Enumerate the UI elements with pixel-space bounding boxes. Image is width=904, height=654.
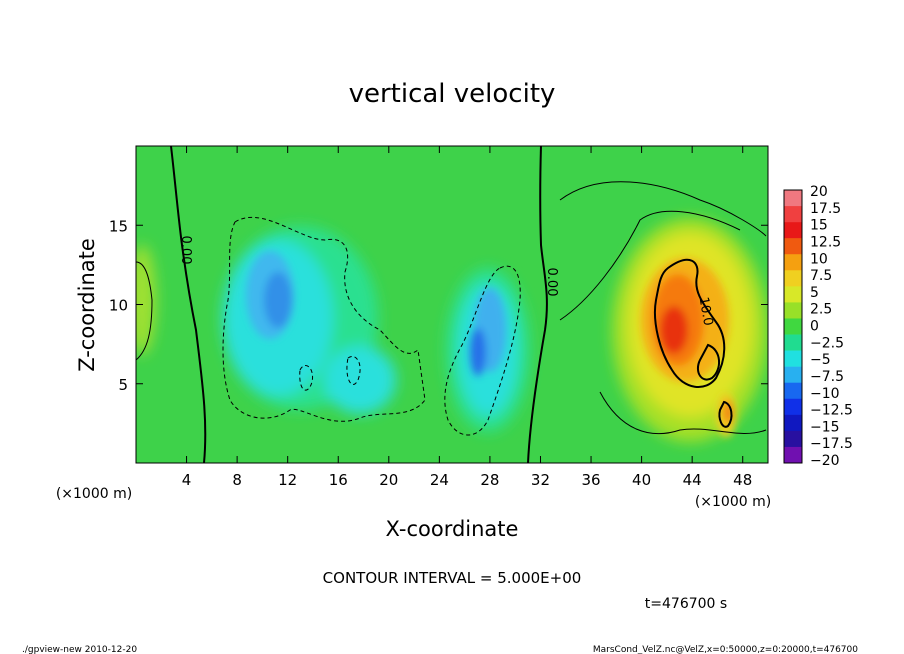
x-tick-label: 12 bbox=[278, 471, 297, 489]
time-label: t=476700 s bbox=[645, 596, 727, 612]
colorbar-swatch bbox=[784, 366, 802, 384]
colorbar: 2017.51512.5107.552.50−2.5−5−7.5−10−12.5… bbox=[783, 184, 853, 469]
x-tick-label: 20 bbox=[379, 471, 398, 489]
colorbar-swatch bbox=[784, 430, 802, 448]
x-tick-label: 4 bbox=[182, 471, 192, 489]
chart-title: vertical velocity bbox=[349, 79, 556, 109]
contour-label-ten: 10.0 bbox=[696, 296, 716, 327]
colorbar-label: 17.5 bbox=[810, 201, 841, 217]
colorbar-swatch bbox=[784, 254, 802, 271]
colorbar-swatch bbox=[784, 446, 802, 464]
heatmap-field bbox=[136, 146, 768, 463]
x-axis-unit: (×1000 m) bbox=[695, 494, 771, 510]
colorbar-label: 10 bbox=[810, 251, 828, 267]
colorbar-label: 12.5 bbox=[810, 234, 841, 250]
y-tick-label: 10 bbox=[109, 297, 128, 315]
footer-left: ./gpview-new 2010-12-20 bbox=[22, 645, 137, 654]
colorbar-swatch bbox=[784, 318, 802, 335]
y-axis-ticks: 5 10 15 bbox=[109, 217, 768, 394]
y-tick-label: 5 bbox=[118, 376, 128, 394]
x-tick-label: 40 bbox=[632, 471, 651, 489]
contour-label-zero-right: 0.00 bbox=[544, 268, 559, 297]
colorbar-label: −15 bbox=[810, 419, 840, 435]
y-axis-unit: (×1000 m) bbox=[56, 486, 132, 502]
colorbar-swatch bbox=[784, 382, 802, 400]
contour-interval: CONTOUR INTERVAL = 5.000E+00 bbox=[323, 569, 582, 587]
y-axis-label: Z-coordinate bbox=[75, 238, 99, 372]
colorbar-swatch bbox=[784, 190, 802, 207]
colorbar-label: 0 bbox=[810, 319, 819, 335]
colorbar-label: −5 bbox=[810, 352, 831, 368]
colorbar-label: 7.5 bbox=[810, 268, 832, 284]
colorbar-swatch bbox=[784, 238, 802, 255]
colorbar-label: −10 bbox=[810, 386, 840, 402]
colorbar-swatch bbox=[784, 398, 802, 416]
x-tick-label: 32 bbox=[531, 471, 550, 489]
colorbar-label: −17.5 bbox=[810, 436, 853, 452]
x-tick-label: 44 bbox=[683, 471, 702, 489]
colorbar-label: −7.5 bbox=[810, 369, 844, 385]
colorbar-label: 15 bbox=[810, 218, 828, 234]
colorbar-label: −20 bbox=[810, 453, 840, 469]
colorbar-swatch bbox=[784, 286, 802, 303]
colorbar-swatch bbox=[784, 206, 802, 223]
x-tick-label: 16 bbox=[329, 471, 348, 489]
colorbar-swatch bbox=[784, 270, 802, 287]
y-tick-label: 15 bbox=[109, 217, 128, 235]
colorbar-label: 5 bbox=[810, 285, 819, 301]
colorbar-label: 20 bbox=[810, 184, 828, 200]
x-axis-label: X-coordinate bbox=[386, 517, 519, 541]
colorbar-label: −2.5 bbox=[810, 335, 844, 351]
x-tick-label: 28 bbox=[480, 471, 499, 489]
colorbar-frame bbox=[783, 189, 803, 464]
colorbar-swatch bbox=[784, 414, 802, 432]
footer-right: MarsCond_VelZ.nc@VelZ,x=0:50000,z=0:2000… bbox=[593, 645, 858, 654]
x-axis-ticks: 4 8 12 16 20 24 28 32 36 40 44 48 bbox=[182, 146, 752, 489]
x-tick-label: 8 bbox=[232, 471, 242, 489]
colorbar-swatch bbox=[784, 334, 802, 351]
colorbar-swatch bbox=[784, 350, 802, 367]
x-tick-label: 36 bbox=[581, 471, 600, 489]
x-tick-label: 48 bbox=[733, 471, 752, 489]
colorbar-label: −12.5 bbox=[810, 403, 853, 419]
contour-label-zero-left: 0.00 bbox=[178, 236, 193, 265]
colorbar-label: 2.5 bbox=[810, 302, 832, 318]
x-tick-label: 24 bbox=[430, 471, 449, 489]
colorbar-swatch bbox=[784, 222, 802, 239]
colorbar-swatch bbox=[784, 302, 802, 319]
